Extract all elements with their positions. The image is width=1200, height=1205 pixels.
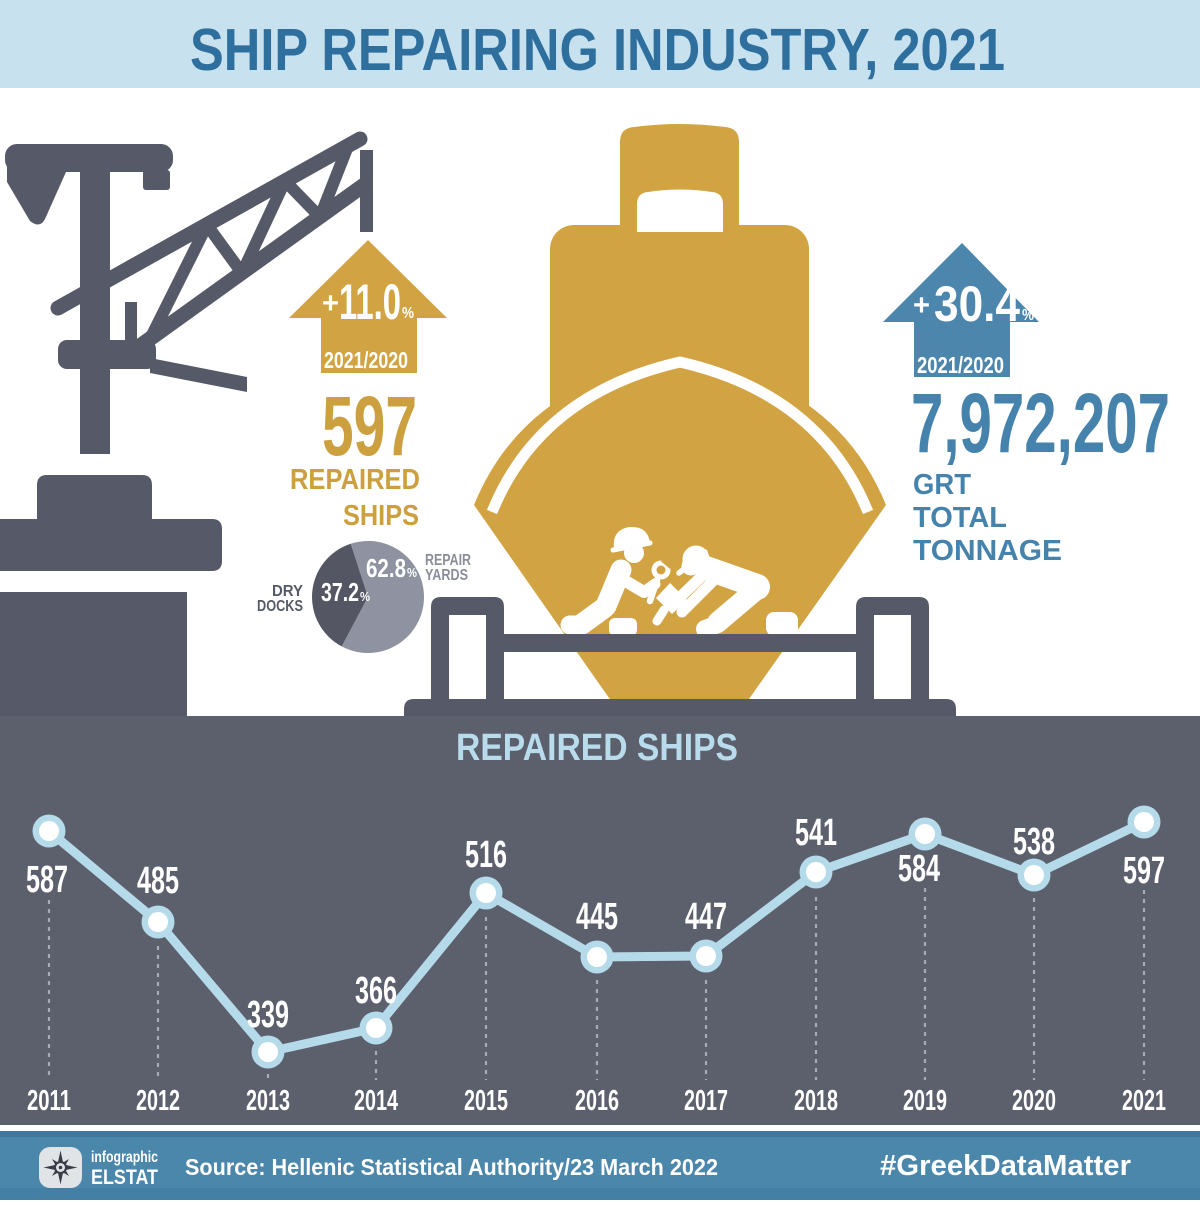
svg-text:ELSTAT: ELSTAT	[91, 1166, 158, 1189]
svg-text:597: 597	[1123, 850, 1165, 892]
svg-text:62.8: 62.8	[366, 553, 406, 583]
svg-text:584: 584	[898, 848, 940, 890]
svg-text:447: 447	[685, 896, 727, 938]
svg-text:#GreekDataMatter: #GreekDataMatter	[880, 1150, 1131, 1182]
svg-text:TONNAGE: TONNAGE	[913, 535, 1062, 567]
svg-text:+: +	[322, 287, 339, 320]
svg-text:YARDS: YARDS	[425, 567, 468, 584]
svg-text:30.4: 30.4	[934, 276, 1020, 332]
svg-text:2021/2020: 2021/2020	[324, 347, 408, 373]
svg-text:%: %	[360, 589, 370, 604]
svg-text:2021/2020: 2021/2020	[917, 352, 1004, 378]
svg-text:2019: 2019	[903, 1085, 947, 1117]
svg-text:GRT: GRT	[913, 469, 971, 501]
svg-text:SHIPS: SHIPS	[343, 500, 419, 532]
svg-text:REPAIRED SHIPS: REPAIRED SHIPS	[456, 727, 738, 769]
svg-text:+: +	[913, 289, 930, 322]
svg-text:11.0: 11.0	[339, 274, 401, 330]
svg-text:2012: 2012	[136, 1085, 180, 1117]
svg-text:2021: 2021	[1122, 1085, 1166, 1117]
svg-text:485: 485	[137, 860, 179, 902]
svg-text:2011: 2011	[27, 1085, 71, 1117]
svg-text:516: 516	[465, 834, 507, 876]
svg-text:%: %	[402, 305, 414, 322]
svg-text:2020: 2020	[1012, 1085, 1056, 1117]
svg-text:2015: 2015	[464, 1085, 508, 1117]
svg-text:445: 445	[576, 896, 618, 938]
svg-text:2016: 2016	[575, 1085, 619, 1117]
svg-text:7,972,207: 7,972,207	[911, 376, 1170, 470]
svg-text:%: %	[407, 565, 417, 580]
svg-text:%: %	[1022, 307, 1034, 324]
svg-text:infographic: infographic	[91, 1149, 158, 1166]
svg-text:DRY: DRY	[272, 583, 303, 600]
svg-text:597: 597	[322, 379, 417, 473]
svg-text:2014: 2014	[354, 1085, 398, 1117]
svg-text:587: 587	[26, 859, 68, 901]
svg-text:339: 339	[247, 994, 289, 1036]
svg-text:2018: 2018	[794, 1085, 838, 1117]
svg-text:538: 538	[1013, 821, 1055, 863]
svg-text:SHIP REPAIRING INDUSTRY, 2021: SHIP REPAIRING INDUSTRY, 2021	[190, 17, 1005, 83]
svg-text:REPAIR: REPAIR	[425, 552, 471, 569]
svg-text:37.2: 37.2	[321, 577, 359, 607]
svg-text:DOCKS: DOCKS	[257, 598, 303, 615]
svg-text:541: 541	[795, 812, 837, 854]
svg-text:Source: Hellenic Statistical A: Source: Hellenic Statistical Authority/2…	[185, 1154, 718, 1180]
svg-text:2013: 2013	[246, 1085, 290, 1117]
svg-text:366: 366	[355, 970, 397, 1012]
svg-text:2017: 2017	[684, 1085, 728, 1117]
svg-text:REPAIRED: REPAIRED	[290, 464, 420, 496]
svg-text:TOTAL: TOTAL	[913, 502, 1007, 534]
